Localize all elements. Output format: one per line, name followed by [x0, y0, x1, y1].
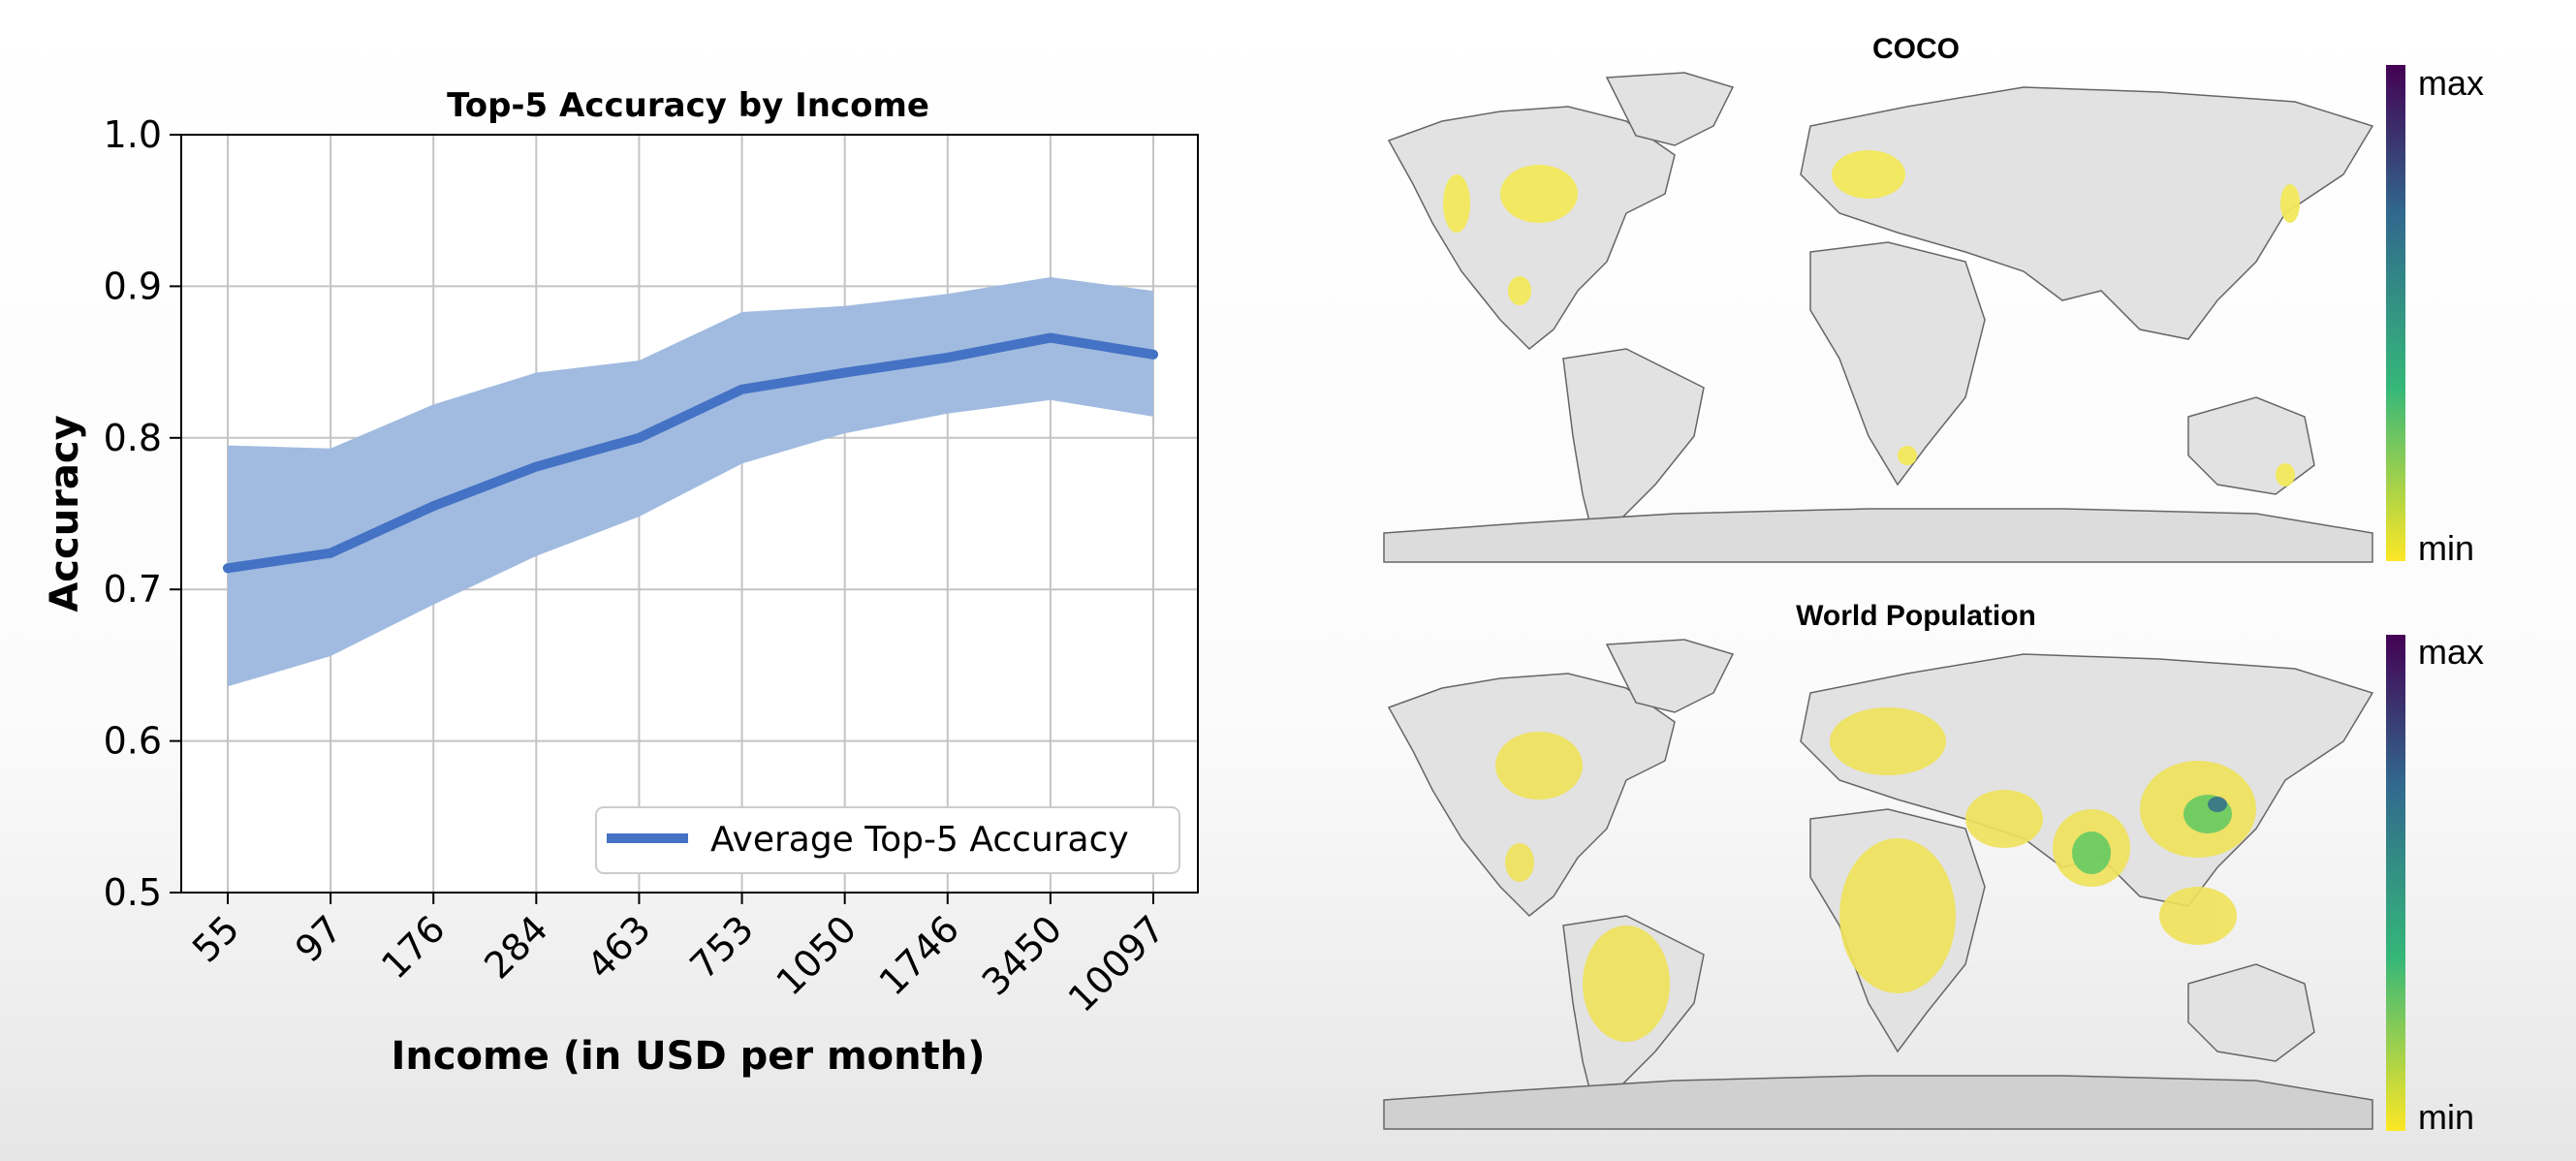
hotspot-africa: [1839, 838, 1956, 993]
hotspot-middle-east: [1965, 790, 2043, 848]
hotspot-central-america: [1505, 843, 1534, 882]
data-point-753: [737, 384, 747, 394]
x-tick-label: 1050: [769, 907, 865, 1004]
x-tick-label: 753: [682, 907, 762, 987]
data-point-1050: [839, 367, 850, 378]
y-tick-label: 1.0: [104, 113, 162, 156]
x-tick-label: 97: [287, 907, 350, 970]
coco-map-panel: COCO max: [1383, 33, 2484, 568]
hotspot-south-africa: [1898, 446, 1917, 465]
hotspot-north-america: [1500, 165, 1578, 223]
hotspot-central-america: [1508, 276, 1531, 305]
x-axis-label: Income (in USD per month): [391, 1034, 985, 1079]
x-tick-label: 3450: [974, 907, 1071, 1004]
y-axis-label: Accuracy: [43, 415, 87, 612]
hotspot-south-america: [1583, 926, 1670, 1042]
data-point-1746: [942, 352, 953, 362]
north-america-shape: [1387, 106, 1676, 351]
coco-world-map: [1383, 72, 2374, 563]
coco-map-title: COCO: [1872, 33, 1960, 65]
coco-colorbar-max-label: max: [2418, 63, 2484, 103]
y-tick-label: 0.8: [104, 417, 162, 459]
y-tick-label: 0.7: [104, 568, 162, 611]
world-population-world-map: [1383, 639, 2374, 1130]
hotspot-europe: [1830, 707, 1946, 775]
world-population-map-panel: World Population: [1383, 600, 2484, 1137]
world-population-colorbar-max-label: max: [2418, 632, 2484, 672]
confidence-band: [228, 277, 1153, 687]
antarctica-shape: [1383, 508, 2373, 563]
average-accuracy-line: [223, 332, 1158, 574]
y-axis-ticks: 0.5 0.6 0.7 0.8 0.9 1.0: [104, 113, 181, 914]
coco-colorbar-min-label: min: [2418, 528, 2474, 568]
data-point-97: [326, 548, 336, 558]
hotspot-west-coast: [1443, 174, 1470, 233]
greenland-shape: [1605, 72, 1735, 146]
data-point-176: [428, 501, 439, 512]
data-point-3450: [1045, 332, 1055, 343]
x-tick-label: 55: [184, 907, 247, 970]
legend-label: Average Top-5 Accuracy: [710, 820, 1129, 860]
plot-frame: [180, 134, 1199, 894]
greenland-shape: [1605, 639, 1735, 713]
accuracy-line-chart: Top-5 Accuracy by Income 0.5 0.6 0.7 0.8 0.9…: [43, 86, 1199, 1079]
hotspot-india-dense: [2072, 832, 2111, 874]
x-tick-label: 176: [373, 907, 453, 987]
coco-colorbar: [2386, 65, 2405, 561]
hotspot-europe: [1832, 150, 1905, 199]
y-tick-label: 0.9: [104, 265, 162, 307]
hotspot-japan: [2280, 184, 2300, 223]
hotspot-southeast-asia: [2159, 887, 2237, 945]
hotspot-china-densest: [2208, 797, 2227, 812]
world-population-colorbar-min-label: min: [2418, 1097, 2474, 1137]
world-population-map-title: World Population: [1796, 600, 2036, 632]
data-point-463: [634, 432, 644, 443]
hotspot-australia: [2276, 463, 2295, 486]
legend-box: [595, 806, 1180, 874]
australia-shape: [2187, 396, 2315, 495]
y-tick-label: 0.5: [104, 871, 162, 914]
south-america-shape: [1562, 348, 1705, 554]
data-points: [223, 332, 1158, 574]
world-population-colorbar: [2386, 635, 2405, 1131]
antarctica-shape: [1383, 1075, 2373, 1130]
africa-shape: [1809, 241, 1986, 486]
x-tick-label: 463: [579, 907, 658, 987]
x-tick-label: 1746: [871, 907, 968, 1004]
data-point-10097: [1148, 349, 1158, 360]
legend: Average Top-5 Accuracy: [595, 806, 1180, 874]
europe-asia-shape: [1800, 86, 2374, 340]
chart-title: Top-5 Accuracy by Income: [447, 86, 929, 125]
x-tick-label: 10097: [1060, 907, 1174, 1020]
data-point-284: [531, 461, 542, 472]
data-point-55: [223, 563, 233, 574]
australia-shape: [2187, 963, 2315, 1062]
hotspot-north-america: [1495, 732, 1583, 800]
x-tick-label: 284: [476, 907, 555, 987]
y-tick-label: 0.6: [104, 720, 162, 763]
